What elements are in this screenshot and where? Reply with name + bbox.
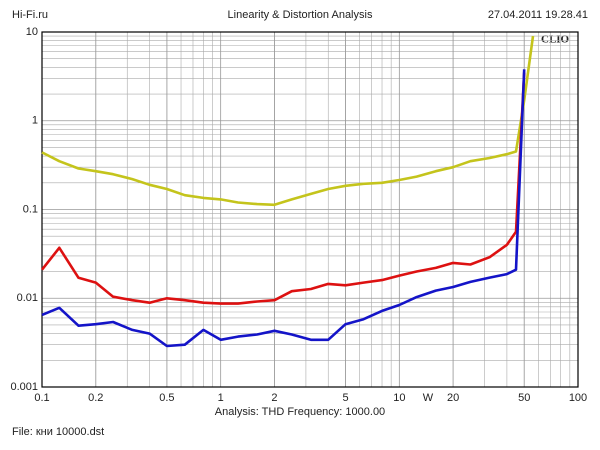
file-info: File: кни 10000.dst [12,426,104,438]
x-tick-label: 1 [218,392,224,404]
series-line [41,35,535,207]
plot-frame [41,31,579,388]
x-tick-label: 2 [271,392,277,404]
chart-title: Linearity & Distortion Analysis [228,9,373,21]
x-tick-label: 10 [393,392,405,404]
x-tick-label: 0.2 [88,392,103,404]
series-line [40,72,526,305]
y-tick-label: 0.01 [17,292,38,304]
series-line [41,69,526,348]
source: Hi-Fi.ru [12,9,48,21]
analysis-info: Analysis: THD Frequency: 1000.00 [215,406,385,418]
x-tick-label: 0.1 [34,392,49,404]
y-tick-label: 0.001 [10,381,38,393]
x-axis-label: W [423,392,434,404]
y-tick-label: 10 [26,26,38,38]
x-tick-label: 100 [569,392,587,404]
timestamp: 27.04.2011 19.28.41 [488,9,588,21]
y-tick-label: 0.1 [23,203,38,215]
x-tick-label: 5 [342,392,348,404]
y-tick-label: 1 [32,115,38,127]
x-tick-label: 50 [518,392,530,404]
x-tick-label: 0.5 [159,392,174,404]
x-tick-label: 20 [447,392,459,404]
brand-label: CLIO [541,34,570,46]
